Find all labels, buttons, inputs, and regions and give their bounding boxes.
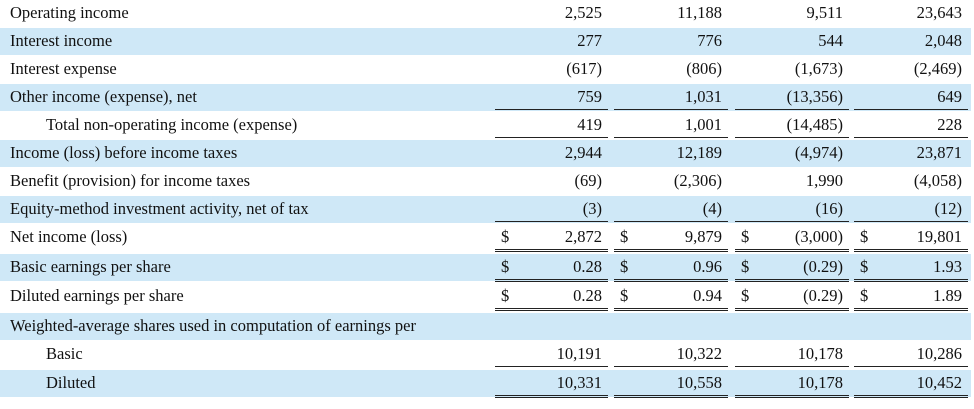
table-row-weighted-average-heading: Weighted-average shares used in computat…	[0, 313, 971, 340]
row-label: Equity-method investment activity, net o…	[10, 199, 309, 218]
row-label: Operating income	[10, 3, 129, 22]
value-cell: $1.89	[854, 286, 968, 311]
currency-symbol: $	[860, 286, 869, 305]
value-cell: $ (0.29)	[735, 286, 849, 311]
value-cell: (16)	[735, 199, 849, 222]
currency-symbol: $	[501, 286, 510, 305]
value-cell: $0.96	[614, 257, 728, 282]
currency-symbol: $	[860, 227, 869, 246]
value-cell: 2,048	[924, 31, 962, 50]
value-cell: 277	[577, 31, 602, 50]
value-cell: (806)	[686, 59, 722, 78]
table-row-diluted-shares: Diluted 10,331 10,558 10,178 10,452	[0, 370, 971, 398]
value-cell: (12)	[854, 199, 968, 222]
value-cell: 759	[495, 87, 608, 110]
value-cell: $0.94	[614, 286, 728, 311]
value-cell: 10,322	[614, 344, 728, 367]
table-row-net-income: Net income (loss) $2,872 $9,879 $ (3,000)…	[0, 224, 971, 252]
value-cell: (1,673)	[794, 59, 843, 78]
value-cell: 10,178	[735, 344, 849, 367]
value-cell: (3)	[495, 199, 608, 222]
table-row-total-non-operating: Total non-operating income (expense) 419…	[0, 112, 971, 139]
table-row-other-income: Other income (expense), net 759 1,031 (1…	[0, 84, 971, 111]
value-cell: 228	[854, 115, 968, 138]
table-row-basic-eps: Basic earnings per share $0.28 $0.96 $ (0…	[0, 254, 971, 282]
value-cell: 2,944	[564, 143, 602, 162]
value-cell: $2,872	[495, 227, 608, 252]
row-label: Diluted	[46, 373, 96, 392]
value-cell: 10,286	[854, 344, 968, 367]
row-label: Total non-operating income (expense)	[46, 115, 298, 134]
table-row-interest-income: Interest income 277 776 544 2,048	[0, 28, 971, 55]
currency-symbol: $	[620, 257, 629, 276]
table-row-basic-shares: Basic 10,191 10,322 10,178 10,286	[0, 341, 971, 368]
value-cell: 776	[697, 31, 722, 50]
table-row-equity-method: Equity-method investment activity, net o…	[0, 196, 971, 223]
value-cell: 10,191	[495, 344, 608, 367]
value-cell: 1,990	[805, 171, 843, 190]
table-row-interest-expense: Interest expense (617) (806) (1,673) (2,…	[0, 56, 971, 83]
value-cell: $19,801	[854, 227, 968, 252]
row-label: Basic earnings per share	[10, 257, 171, 276]
value-cell: (2,469)	[913, 59, 962, 78]
value-cell: (69)	[574, 171, 603, 190]
row-label: Benefit (provision) for income taxes	[10, 171, 251, 190]
value-cell: (617)	[566, 59, 602, 78]
currency-symbol: $	[501, 257, 510, 276]
value-cell: 23,871	[916, 143, 962, 162]
value-cell: 9,511	[806, 3, 843, 22]
table-row-income-before-taxes: Income (loss) before income taxes 2,944 …	[0, 140, 971, 167]
value-cell: 10,331	[495, 373, 608, 398]
value-cell: (4,974)	[794, 143, 843, 162]
value-cell: 2,525	[564, 3, 602, 22]
value-cell: 23,643	[916, 3, 962, 22]
row-label: Interest expense	[10, 59, 117, 78]
table-row-operating-income: Operating income 2,525 11,188 9,511 23,6…	[0, 0, 971, 27]
value-cell: 11,188	[677, 3, 722, 22]
row-label: Other income (expense), net	[10, 87, 197, 106]
value-cell: 10,558	[614, 373, 728, 398]
row-label: Income (loss) before income taxes	[10, 143, 238, 162]
value-cell: $ (0.29)	[735, 257, 849, 282]
value-cell: (2,306)	[673, 171, 722, 190]
currency-symbol: $	[860, 257, 869, 276]
value-cell: (4,058)	[913, 171, 962, 190]
value-cell: $1.93	[854, 257, 968, 282]
currency-symbol: $	[741, 257, 750, 276]
currency-symbol: $	[620, 286, 629, 305]
currency-symbol: $	[741, 227, 750, 246]
currency-symbol: $	[501, 227, 510, 246]
value-cell: $0.28	[495, 286, 608, 311]
section-heading: Weighted-average shares used in computat…	[10, 316, 416, 335]
value-cell: 10,178	[735, 373, 849, 398]
value-cell: $9,879	[614, 227, 728, 252]
row-label: Interest income	[10, 31, 113, 50]
currency-symbol: $	[620, 227, 629, 246]
value-cell: $ (3,000)	[735, 227, 849, 252]
value-cell: 419	[495, 115, 608, 138]
value-cell: 12,189	[676, 143, 722, 162]
row-label: Diluted earnings per share	[10, 286, 184, 305]
value-cell: (13,356)	[735, 87, 849, 110]
value-cell: 10,452	[854, 373, 968, 398]
table-row-income-taxes: Benefit (provision) for income taxes (69…	[0, 168, 971, 195]
value-cell: 1,001	[614, 115, 728, 138]
row-label: Net income (loss)	[10, 227, 128, 246]
value-cell: 1,031	[614, 87, 728, 110]
value-cell: 544	[818, 31, 843, 50]
table-row-diluted-eps: Diluted earnings per share $0.28 $0.94 $…	[0, 283, 971, 311]
value-cell: $0.28	[495, 257, 608, 282]
currency-symbol: $	[741, 286, 750, 305]
value-cell: (4)	[614, 199, 728, 222]
value-cell: (14,485)	[735, 115, 849, 138]
value-cell: 649	[854, 87, 968, 110]
row-label: Basic	[46, 344, 83, 363]
